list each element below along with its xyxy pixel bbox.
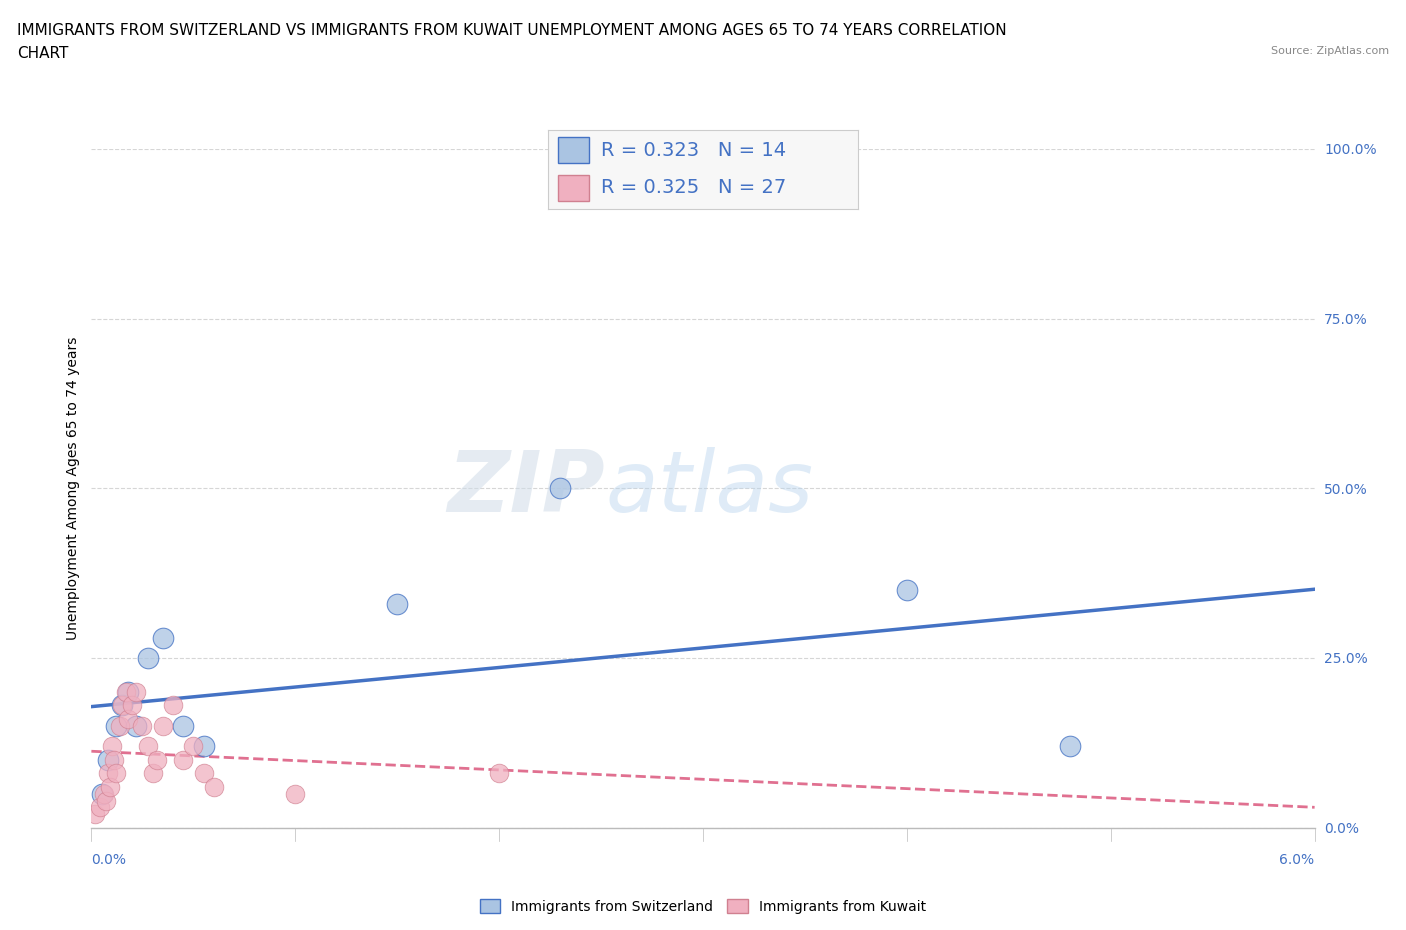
- Point: [896, 582, 918, 598]
- Point: [90, 787, 112, 802]
- Point: [548, 481, 571, 496]
- Legend: Immigrants from Switzerland, Immigrants from Kuwait: Immigrants from Switzerland, Immigrants …: [479, 899, 927, 914]
- Point: [145, 752, 167, 767]
- Point: [101, 738, 124, 753]
- Point: [183, 738, 205, 753]
- Text: ZIP: ZIP: [447, 446, 605, 530]
- Point: [125, 718, 148, 733]
- Point: [94, 793, 117, 808]
- Point: [138, 651, 160, 666]
- Point: [97, 752, 120, 767]
- Point: [193, 738, 215, 753]
- Text: Source: ZipAtlas.com: Source: ZipAtlas.com: [1271, 46, 1389, 57]
- Point: [172, 718, 194, 733]
- Text: 0.0%: 0.0%: [91, 853, 127, 868]
- Point: [117, 684, 139, 699]
- Point: [121, 698, 143, 713]
- Y-axis label: Unemployment Among Ages 65 to 74 years: Unemployment Among Ages 65 to 74 years: [66, 337, 80, 640]
- Point: [125, 684, 148, 699]
- Point: [284, 787, 307, 802]
- Point: [84, 806, 107, 821]
- Point: [98, 779, 121, 794]
- Text: R = 0.325   N = 27: R = 0.325 N = 27: [600, 179, 786, 197]
- Point: [115, 684, 138, 699]
- Text: atlas: atlas: [605, 446, 813, 530]
- Point: [104, 766, 127, 781]
- Point: [93, 787, 115, 802]
- Text: IMMIGRANTS FROM SWITZERLAND VS IMMIGRANTS FROM KUWAIT UNEMPLOYMENT AMONG AGES 65: IMMIGRANTS FROM SWITZERLAND VS IMMIGRANT…: [17, 23, 1007, 38]
- Point: [385, 596, 409, 611]
- FancyBboxPatch shape: [558, 175, 589, 202]
- Point: [1059, 738, 1081, 753]
- Point: [103, 752, 125, 767]
- Text: CHART: CHART: [17, 46, 69, 61]
- Point: [152, 718, 174, 733]
- Text: 6.0%: 6.0%: [1279, 853, 1315, 868]
- Point: [152, 631, 174, 645]
- Point: [162, 698, 184, 713]
- Text: R = 0.323   N = 14: R = 0.323 N = 14: [600, 140, 786, 160]
- Point: [111, 698, 134, 713]
- Point: [111, 698, 134, 713]
- Point: [488, 766, 510, 781]
- Point: [131, 718, 153, 733]
- Point: [172, 752, 194, 767]
- Point: [138, 738, 160, 753]
- Point: [202, 779, 225, 794]
- Point: [117, 711, 139, 726]
- Point: [141, 766, 163, 781]
- FancyBboxPatch shape: [558, 138, 589, 164]
- Point: [89, 800, 111, 815]
- Point: [108, 718, 131, 733]
- Point: [104, 718, 127, 733]
- Point: [97, 766, 120, 781]
- Point: [193, 766, 215, 781]
